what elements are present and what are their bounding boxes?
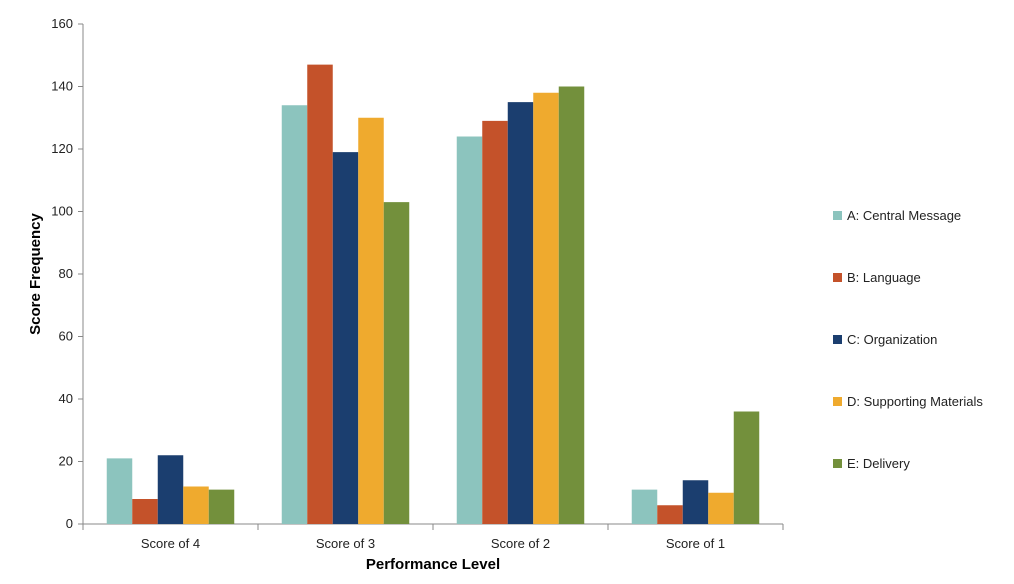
y-tick-label: 40 (59, 391, 73, 406)
axes: 0 20 40 60 80 100 120 140 160 Score of 4 Score of … (51, 16, 784, 551)
x-tick-label: Score of 3 (316, 536, 375, 551)
bar (708, 492, 734, 524)
x-axis-title: Performance Level (366, 556, 500, 573)
bar (106, 458, 133, 524)
legend-swatch (833, 335, 842, 344)
bar (132, 499, 158, 524)
x-tick-label: Score of 4 (141, 536, 200, 551)
y-tick-label: 20 (59, 454, 73, 469)
y-tick-label: 60 (59, 329, 73, 344)
legend-swatch (833, 211, 842, 220)
bar (533, 92, 559, 524)
bar (332, 152, 359, 524)
bar (657, 505, 683, 524)
x-tick-label: Score of 1 (666, 536, 725, 551)
y-tick-label: 140 (51, 79, 73, 94)
x-tick-label: Score of 2 (491, 536, 550, 551)
y-tick-label: 160 (51, 16, 73, 31)
legend-label: D: Supporting Materials (847, 394, 983, 409)
legend-label: C: Organization (847, 332, 937, 347)
bars (106, 64, 760, 524)
legend-label: B: Language (847, 270, 921, 285)
y-tick-label: 80 (59, 266, 73, 281)
bar (482, 120, 508, 524)
legend-label: A: Central Message (847, 208, 961, 223)
legend-swatch (833, 397, 842, 406)
bar (307, 64, 333, 524)
bar (183, 486, 209, 524)
y-axis-title: Score Frequency (27, 212, 44, 334)
bar (631, 489, 658, 524)
legend-swatch (833, 459, 842, 468)
bar (358, 117, 384, 524)
bar (682, 480, 709, 524)
y-tick-label: 120 (51, 141, 73, 156)
legend-label: E: Delivery (847, 456, 910, 471)
bar (383, 202, 410, 524)
bar (733, 411, 760, 524)
bar (507, 102, 534, 524)
legend-swatch (833, 273, 842, 282)
bar (558, 86, 585, 524)
legend: A: Central Message B: Language C: Organiza… (833, 208, 983, 471)
bar (157, 455, 184, 524)
bar (456, 136, 483, 524)
y-tick-label: 0 (66, 516, 73, 531)
y-tick-label: 100 (51, 204, 73, 219)
bar (281, 105, 308, 524)
bar (208, 489, 235, 524)
